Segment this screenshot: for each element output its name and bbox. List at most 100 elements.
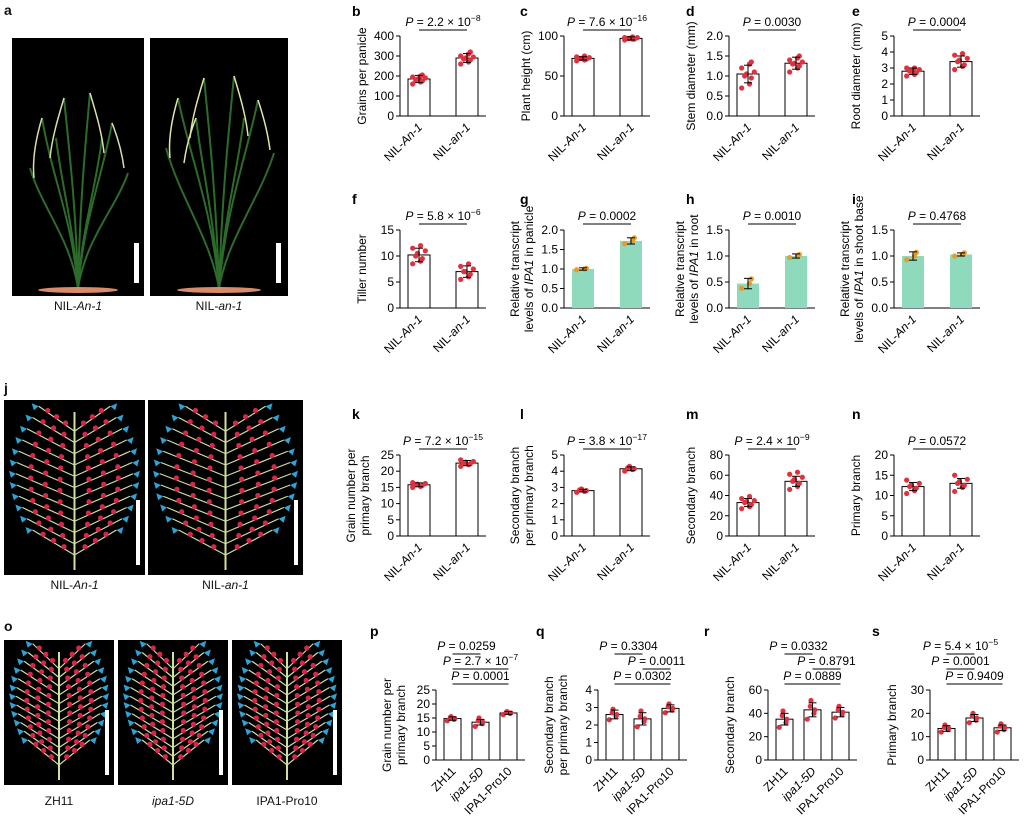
x-tick-label: NIL-an-1 xyxy=(924,312,967,355)
y-tick-label: 2 xyxy=(585,718,592,732)
data-point xyxy=(417,243,424,249)
data-point xyxy=(832,715,838,721)
grain-dot xyxy=(67,701,73,707)
grain-dot xyxy=(242,414,249,420)
grain-dot xyxy=(239,476,245,482)
grain-dot xyxy=(28,475,34,481)
branch-arrowhead xyxy=(313,640,321,648)
data-point xyxy=(904,73,910,79)
y-tick-label: 1.0 xyxy=(541,262,558,276)
grain-dot xyxy=(110,509,117,515)
y-tick-label: 10 xyxy=(381,497,395,511)
branch-arrowhead xyxy=(17,728,25,736)
grain-dot xyxy=(44,459,50,465)
branch-arrowhead xyxy=(291,470,298,478)
grain-dot xyxy=(36,520,42,526)
branch-arrowhead xyxy=(101,684,109,692)
chart-panel-c: c 0 50 100 Plant height (cm) NIL-An-1NIL-an-1… xyxy=(519,3,650,164)
grain-dot xyxy=(266,441,272,447)
grain-dot xyxy=(84,454,91,460)
grain-dot xyxy=(266,669,273,675)
p-value-label: P = 0.3304 xyxy=(599,639,658,653)
panel-label-n: n xyxy=(852,406,861,422)
grain-dot xyxy=(60,532,66,539)
grain-dot xyxy=(100,470,106,476)
y-tick-label: 1.0 xyxy=(706,69,723,83)
grain-dot xyxy=(115,475,121,481)
y-axis-label: levels of IPA1 in shoot base xyxy=(852,195,866,343)
grain-dot xyxy=(159,701,165,707)
data-point xyxy=(964,55,970,62)
chart-panel-q: q 0 1 2 3 4 Secondary branch per primary branch… xyxy=(536,623,687,817)
p-value-label: P = 2.4 × 10−9 xyxy=(734,432,809,448)
grain-dot xyxy=(295,701,301,707)
y-axis-label: Root diameter (mm) xyxy=(849,23,863,130)
y-tick-label: 1.0 xyxy=(706,249,723,263)
grain-dot xyxy=(273,719,279,725)
data-point xyxy=(961,482,967,488)
grain-dot xyxy=(58,454,65,460)
grain-dot xyxy=(40,747,47,754)
y-tick-label: 2 xyxy=(881,77,888,91)
grain-dot xyxy=(211,431,217,437)
grain-dot xyxy=(35,712,41,719)
grain-dot xyxy=(191,695,197,701)
data-point xyxy=(959,51,966,57)
grain-dot xyxy=(236,442,242,449)
grain-dot xyxy=(174,486,180,492)
p-value-label: P = 0.0010 xyxy=(743,209,802,223)
grain-dot xyxy=(67,710,73,716)
grain-dot xyxy=(191,704,198,710)
y-axis-label: levels of IPA1 in panicle xyxy=(522,205,536,332)
grain-dot xyxy=(292,666,298,672)
branch-arrowhead xyxy=(125,675,133,683)
grain-dot xyxy=(151,677,157,684)
y-tick-label: 0 xyxy=(387,301,394,315)
x-tick-label: NIL-an-1 xyxy=(430,312,473,355)
x-tick-label: NIL-An-1 xyxy=(710,120,754,164)
branch-arrowhead xyxy=(93,658,101,666)
grain-dot xyxy=(66,727,72,734)
y-tick-label: 20 xyxy=(749,730,763,744)
caption-a-2: NIL-an-1 xyxy=(195,299,243,313)
grain-dot xyxy=(87,715,93,721)
y-tick-label: 10 xyxy=(875,489,889,503)
grain-dot xyxy=(25,715,31,721)
grain-dot xyxy=(190,686,197,692)
grain-dot xyxy=(299,747,306,754)
y-tick-label: 0.0 xyxy=(706,109,723,123)
data-point xyxy=(974,715,980,721)
branch-arrowhead xyxy=(110,403,118,411)
branch-arrowhead xyxy=(156,448,164,456)
p-value-label: P = 7.6 × 10−16 xyxy=(567,13,647,29)
chart-panel-e: e 0 1 2 3 4 5 Root diameter (mm) NIL-An-1NIL-an-… xyxy=(849,3,980,164)
data-point xyxy=(916,480,922,486)
y-axis-label: Secondary branch xyxy=(723,676,737,773)
data-point xyxy=(748,75,754,81)
grain-dot xyxy=(255,492,261,499)
branch-arrowhead xyxy=(9,693,16,701)
grain-dot xyxy=(138,697,144,704)
grain-dot xyxy=(45,447,52,454)
grain-dot xyxy=(271,486,277,492)
y-tick-label: 1 xyxy=(585,736,592,750)
grain-dot xyxy=(40,531,46,537)
panel-label-c: c xyxy=(520,3,528,19)
branch-arrowhead xyxy=(249,649,257,657)
data-point xyxy=(410,74,416,80)
y-tick-label: 1.5 xyxy=(541,243,558,257)
branch-arrowhead xyxy=(171,414,179,422)
data-point xyxy=(751,497,757,504)
chart-panel-g: g 0.0 0.5 1.0 1.5 2.0 Relative transcript level… xyxy=(508,191,650,356)
p-value-label: P = 3.8 × 10−17 xyxy=(567,432,647,448)
branch-arrowhead xyxy=(11,710,19,718)
data-point xyxy=(622,241,628,247)
data-point xyxy=(808,697,814,704)
branch-arrowhead xyxy=(11,448,19,456)
grain-dot xyxy=(73,669,80,675)
x-tick-label: NIL-An-1 xyxy=(875,120,919,164)
bar xyxy=(407,484,431,537)
data-point xyxy=(780,708,786,714)
